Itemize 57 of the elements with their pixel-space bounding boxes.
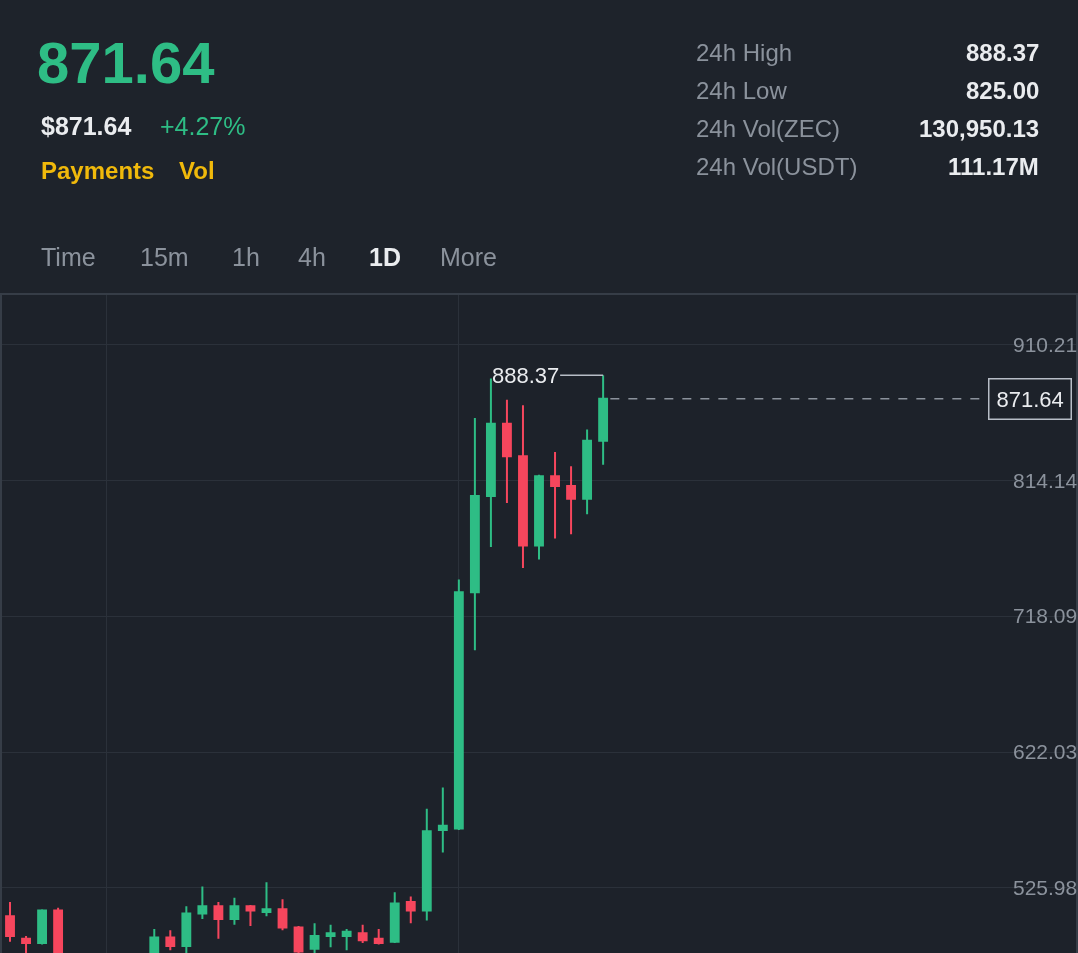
y-tick-label: 622.03 [1012, 740, 1078, 764]
candlestick [502, 398, 512, 505]
candlestick [437, 786, 448, 854]
candlestick [389, 891, 400, 945]
y-tick-label: 910.21 [1012, 332, 1078, 356]
text: 24h High [696, 39, 793, 66]
text: 4h [298, 243, 326, 271]
text: Payments [41, 157, 155, 184]
candlestick [373, 927, 384, 946]
text: Vol [179, 157, 215, 184]
candlestick [197, 885, 208, 921]
text: 24h Low [696, 77, 788, 104]
candlestick [582, 428, 593, 516]
candlestick [405, 895, 416, 925]
candlestick [293, 925, 304, 953]
text: 24h Vol(USDT) [696, 153, 858, 180]
y-tick-label: 814.14 [1012, 468, 1078, 492]
text: 111.17M [948, 153, 1039, 180]
candlestick [309, 922, 320, 953]
y-tick-label: 525.98 [1012, 876, 1078, 900]
candlestick [534, 473, 544, 561]
candlestick [53, 906, 64, 953]
candlestick [421, 807, 432, 922]
text: 130,950.13 [919, 115, 1040, 142]
candlestick [245, 903, 256, 928]
candlestick [566, 465, 576, 536]
candlestick [21, 935, 31, 953]
text: +4.27% [160, 112, 246, 140]
text: 24h Vol(ZEC) [696, 115, 841, 142]
text: 1D [369, 243, 401, 271]
candlestick [5, 901, 15, 943]
candlestick [37, 908, 47, 946]
text: Time [41, 243, 96, 271]
candlestick [181, 905, 192, 953]
text: 15m [140, 243, 189, 271]
ref-line-label: 871.64 [996, 386, 1064, 412]
candlestick [325, 923, 336, 949]
chart-title: 871.64 [37, 30, 215, 96]
text: 888.37 [966, 39, 1040, 66]
candlestick [550, 451, 560, 540]
text: 1h [232, 243, 260, 271]
y-tick-label: 718.09 [1012, 604, 1078, 628]
candlestick [277, 898, 288, 932]
candlestick [213, 901, 224, 940]
candlestick [149, 927, 160, 953]
text: 825.00 [966, 77, 1040, 104]
text: More [440, 243, 497, 271]
candlestick [357, 923, 368, 945]
text: $871.64 [41, 112, 132, 140]
candlestick [165, 929, 176, 952]
candlestick [598, 374, 609, 466]
candlestick [229, 896, 240, 926]
candlestick [261, 881, 272, 918]
candlestick [341, 927, 352, 952]
candlestick [469, 417, 480, 652]
annotation: 888.37 [492, 363, 560, 388]
candlestick [518, 404, 528, 570]
